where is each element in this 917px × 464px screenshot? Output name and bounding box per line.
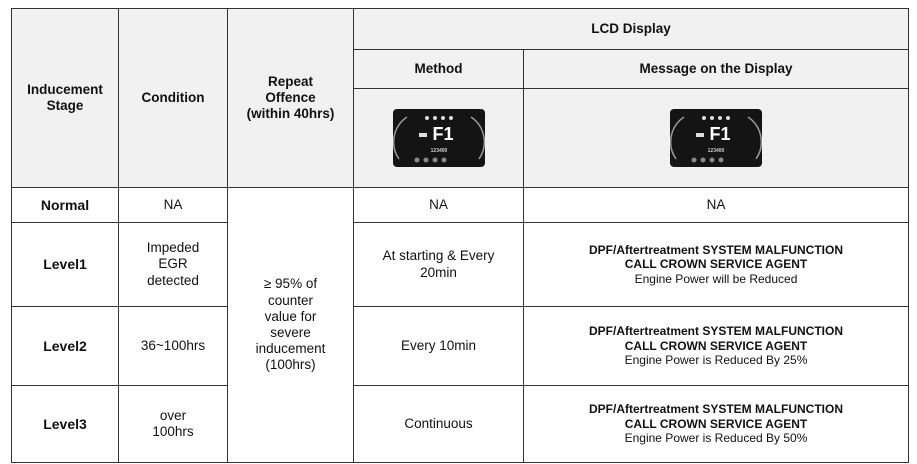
table-header: Inducement Stage Condition Repeat Offence(… [11, 8, 909, 188]
method-cell: NA [353, 187, 524, 223]
cell-text: 20min [420, 264, 457, 280]
header-cell: LCD Display [353, 8, 909, 50]
indicator [696, 133, 704, 137]
condition-cell: over 100hrs [118, 385, 228, 463]
repeat-offence-cell: ≥ 95% of counter value for severe inducement… [227, 187, 354, 463]
cell-text: (100hrs) [265, 357, 316, 373]
method-cell: Continuous [353, 385, 524, 463]
inducement-table: Inducement Stage Condition Repeat Offence(… [11, 8, 909, 463]
lcd-screen [670, 109, 762, 167]
method-cell: At starting & Every 20min [353, 222, 524, 307]
lcd-code: F1 [432, 124, 453, 144]
condition-cell: NA [118, 187, 228, 223]
status-icons [691, 157, 724, 163]
message-cell: DPF/Aftertreatment SYSTEM MALFUNCTION CAL… [523, 385, 909, 463]
gauge-arc [747, 116, 762, 160]
cell-text: 100hrs [152, 424, 194, 439]
lcd-code: F1 [709, 124, 730, 144]
cell-text: DPF/Aftertreatment SYSTEM MALFUNCTION [588, 324, 843, 339]
table-row: Level2 36~100hrs Every 10min DPF/Aftertreat… [11, 306, 909, 386]
status-icons [414, 157, 446, 163]
image-cell: F1 123400 [353, 88, 524, 188]
cell-text: ≥ 95% of [263, 276, 318, 292]
cell-text: NA [163, 196, 183, 212]
header-cell: Inducement Stage [11, 8, 119, 188]
indicator [418, 133, 427, 137]
image-cell: F1 123400 [523, 88, 909, 188]
condition-cell: Impeded EGR detected [118, 222, 228, 307]
message-cell: DPF/Aftertreatment SYSTEM MALFUNCTION CAL… [523, 222, 909, 307]
cell-text: Continuous [404, 415, 473, 431]
cell-text: counter [267, 292, 314, 308]
warning-icons [424, 116, 453, 120]
warning-icons [702, 116, 730, 120]
cell-text: severe [270, 325, 311, 340]
cell-text: EGR [158, 256, 188, 272]
cell-text: Engine Power is Reduced By 25% [624, 353, 808, 368]
header-text: Stage [46, 98, 84, 113]
gauge-arc [670, 116, 685, 160]
lcd-image: F1 123400 [392, 109, 485, 167]
header-text: Repeat [267, 73, 313, 89]
gauge-arc [470, 116, 485, 160]
stage-cell: Level1 [11, 222, 119, 307]
cell-text: inducement [255, 341, 326, 357]
header-cell: Repeat Offence (within 40hrs) [227, 8, 354, 188]
lcd-odometer: 123400 [708, 148, 725, 154]
table-row: Level3 over 100hrs Continuous DPF/Aftertreat… [11, 385, 909, 463]
cell-text: NA [429, 196, 448, 212]
lcd-odometer: 123400 [430, 148, 447, 154]
cell-text: CALL CROWN SERVICE AGENT [624, 338, 808, 353]
header-text: Offence [265, 89, 316, 105]
gauge-arc [392, 116, 407, 160]
cell-text: At starting & Every [382, 248, 495, 264]
cell-text: value for [264, 308, 317, 324]
header-text: (within 40hrs) [246, 106, 335, 122]
table-body: Normal NA ≥ 95% of counter value for severe in… [11, 187, 909, 463]
cell-text: CALL CROWN SERVICE AGENT [624, 416, 808, 431]
cell-text: DPF/Aftertreatment SYSTEM MALFUNCTION [588, 402, 843, 417]
stage-cell: Level3 [11, 385, 119, 463]
method-cell: Every 10min [353, 306, 524, 386]
cell-text: NA [706, 196, 726, 212]
cell-text: 36~100hrs [140, 337, 206, 353]
stage-cell: Normal [11, 187, 119, 223]
message-cell: DPF/Aftertreatment SYSTEM MALFUNCTION CAL… [523, 306, 909, 386]
cell-text: detected [147, 272, 199, 288]
cell-text: Every 10min [400, 337, 477, 353]
cell-text: Engine Power is Reduced By 50% [624, 431, 808, 446]
header-cell: Condition [118, 8, 228, 188]
condition-cell: 36~100hrs [118, 306, 228, 386]
cell-text: Impeded [146, 240, 200, 256]
lcd-screen [392, 109, 485, 167]
message-cell: NA [523, 187, 909, 223]
stage-cell: Level2 [11, 306, 119, 386]
table-row: Normal NA ≥ 95% of counter value for severe in… [11, 187, 909, 463]
cell-text: DPF/Aftertreatment SYSTEM MALFUNCTION [588, 242, 843, 257]
header-cell: Message on the Display [523, 49, 909, 89]
cell-text: CALL CROWN SERVICE AGENT [624, 257, 808, 272]
header-text: Inducement [27, 81, 103, 97]
lcd-image: F1 123400 [670, 109, 762, 167]
table-row: Level1 Impeded EGR detected At starting & Ev… [11, 222, 909, 307]
cell-text: Engine Power will be Reduced [634, 271, 798, 286]
cell-text: over [159, 407, 187, 423]
header-cell: Method [353, 49, 524, 89]
